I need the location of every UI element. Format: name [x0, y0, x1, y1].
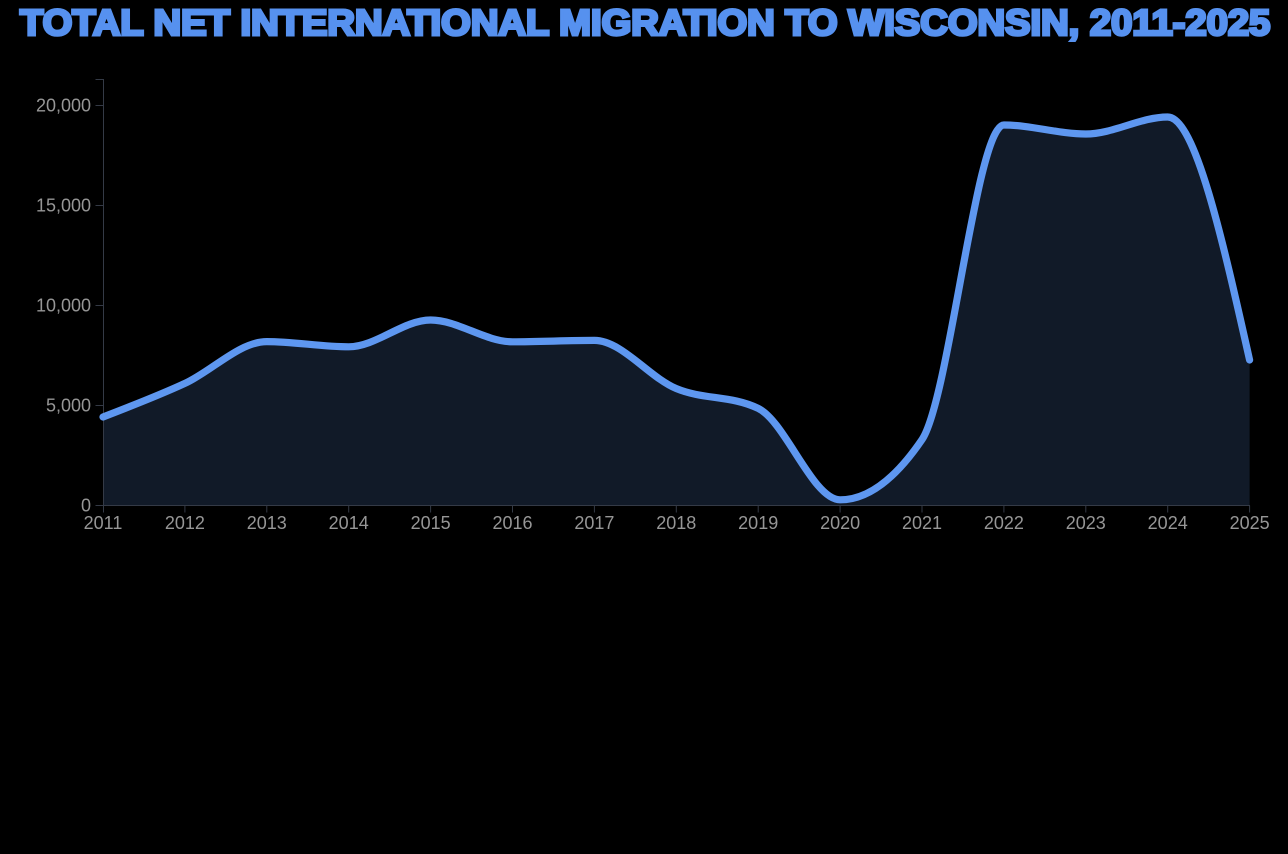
svg-text:2016: 2016	[492, 513, 532, 533]
svg-text:2023: 2023	[1066, 513, 1106, 533]
svg-text:2013: 2013	[247, 513, 287, 533]
svg-text:2018: 2018	[656, 513, 696, 533]
svg-text:15,000: 15,000	[36, 196, 91, 216]
svg-text:5,000: 5,000	[46, 396, 91, 416]
svg-text:2015: 2015	[411, 513, 451, 533]
svg-text:2017: 2017	[574, 513, 614, 533]
svg-text:2011: 2011	[84, 513, 123, 533]
svg-text:2024: 2024	[1148, 513, 1188, 533]
svg-text:10,000: 10,000	[36, 296, 91, 316]
svg-text:2020: 2020	[820, 513, 860, 533]
svg-text:2019: 2019	[738, 513, 778, 533]
svg-text:2012: 2012	[165, 513, 205, 533]
svg-text:20,000: 20,000	[36, 96, 91, 116]
svg-text:0: 0	[81, 496, 91, 516]
svg-text:2014: 2014	[329, 513, 369, 533]
svg-text:2021: 2021	[902, 513, 942, 533]
svg-text:2022: 2022	[984, 513, 1024, 533]
svg-text:2025: 2025	[1230, 513, 1270, 533]
